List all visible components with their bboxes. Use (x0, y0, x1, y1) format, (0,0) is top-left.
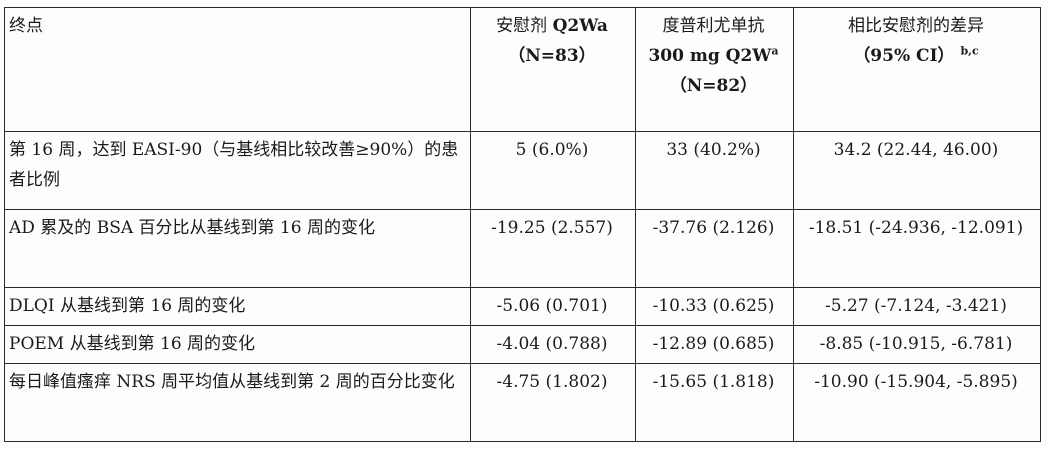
header-dupilumab: 度普利尤单抗 300 mg Q2Wa （N=82） (635, 7, 794, 132)
difference-cell: -10.90 (-15.904, -5.895) (793, 363, 1041, 442)
placebo-cell: -4.75 (1.802) (470, 363, 636, 442)
header-dupilumab-line3: （N=82） (669, 76, 758, 96)
endpoint-cell: AD 累及的 BSA 百分比从基线到第 16 周的变化 (4, 209, 471, 288)
dupilumab-cell: -10.33 (0.625) (635, 287, 794, 326)
header-difference-line2: （95% CI） b,c (853, 44, 979, 66)
table-row: DLQI 从基线到第 16 周的变化 -5.06 (0.701) -10.33 … (4, 287, 1041, 326)
endpoint-cell: 第 16 周，达到 EASI-90（与基线相比较改善≥90%）的患者比例 (4, 131, 471, 210)
header-placebo-line1: 安慰剂 Q2Wa (496, 16, 608, 36)
dupilumab-cell: -37.76 (2.126) (635, 209, 794, 288)
table-row: 第 16 周，达到 EASI-90（与基线相比较改善≥90%）的患者比例 5 (… (4, 131, 1041, 210)
difference-cell: -5.27 (-7.124, -3.421) (793, 287, 1041, 326)
efficacy-results-table: 终点 安慰剂 Q2Wa （N=83） 度普利尤单抗 300 mg Q2Wa （N… (4, 7, 1041, 442)
dupilumab-cell: -15.65 (1.818) (635, 363, 794, 442)
placebo-cell: -5.06 (0.701) (470, 287, 636, 326)
difference-cell: 34.2 (22.44, 46.00) (793, 131, 1041, 210)
placebo-cell: -4.04 (0.788) (470, 325, 636, 364)
endpoint-cell: POEM 从基线到第 16 周的变化 (4, 325, 471, 364)
endpoint-cell: DLQI 从基线到第 16 周的变化 (4, 287, 471, 326)
table-row: AD 累及的 BSA 百分比从基线到第 16 周的变化 -19.25 (2.55… (4, 209, 1041, 288)
header-placebo: 安慰剂 Q2Wa （N=83） (470, 7, 636, 132)
placebo-cell: -19.25 (2.557) (470, 209, 636, 288)
header-endpoint: 终点 (4, 7, 471, 132)
header-placebo-line2: （N=83） (508, 46, 596, 66)
header-endpoint-label: 终点 (9, 16, 43, 36)
table-header-row: 终点 安慰剂 Q2Wa （N=83） 度普利尤单抗 300 mg Q2Wa （N… (4, 7, 1041, 132)
difference-cell: -18.51 (-24.936, -12.091) (793, 209, 1041, 288)
header-dupilumab-line2: 300 mg Q2Wa (648, 44, 779, 66)
table-row: 每日峰值瘙痒 NRS 周平均值从基线到第 2 周的百分比变化 -4.75 (1.… (4, 363, 1041, 442)
header-difference: 相比安慰剂的差异 （95% CI） b,c (793, 7, 1041, 132)
header-difference-line1: 相比安慰剂的差异 (848, 16, 984, 36)
dupilumab-cell: 33 (40.2%) (635, 131, 794, 210)
difference-cell: -8.85 (-10.915, -6.781) (793, 325, 1041, 364)
header-dupilumab-line1: 度普利尤单抗 (662, 16, 765, 36)
dupilumab-cell: -12.89 (0.685) (635, 325, 794, 364)
table-row: POEM 从基线到第 16 周的变化 -4.04 (0.788) -12.89 … (4, 325, 1041, 364)
endpoint-cell: 每日峰值瘙痒 NRS 周平均值从基线到第 2 周的百分比变化 (4, 363, 471, 442)
placebo-cell: 5 (6.0%) (470, 131, 636, 210)
